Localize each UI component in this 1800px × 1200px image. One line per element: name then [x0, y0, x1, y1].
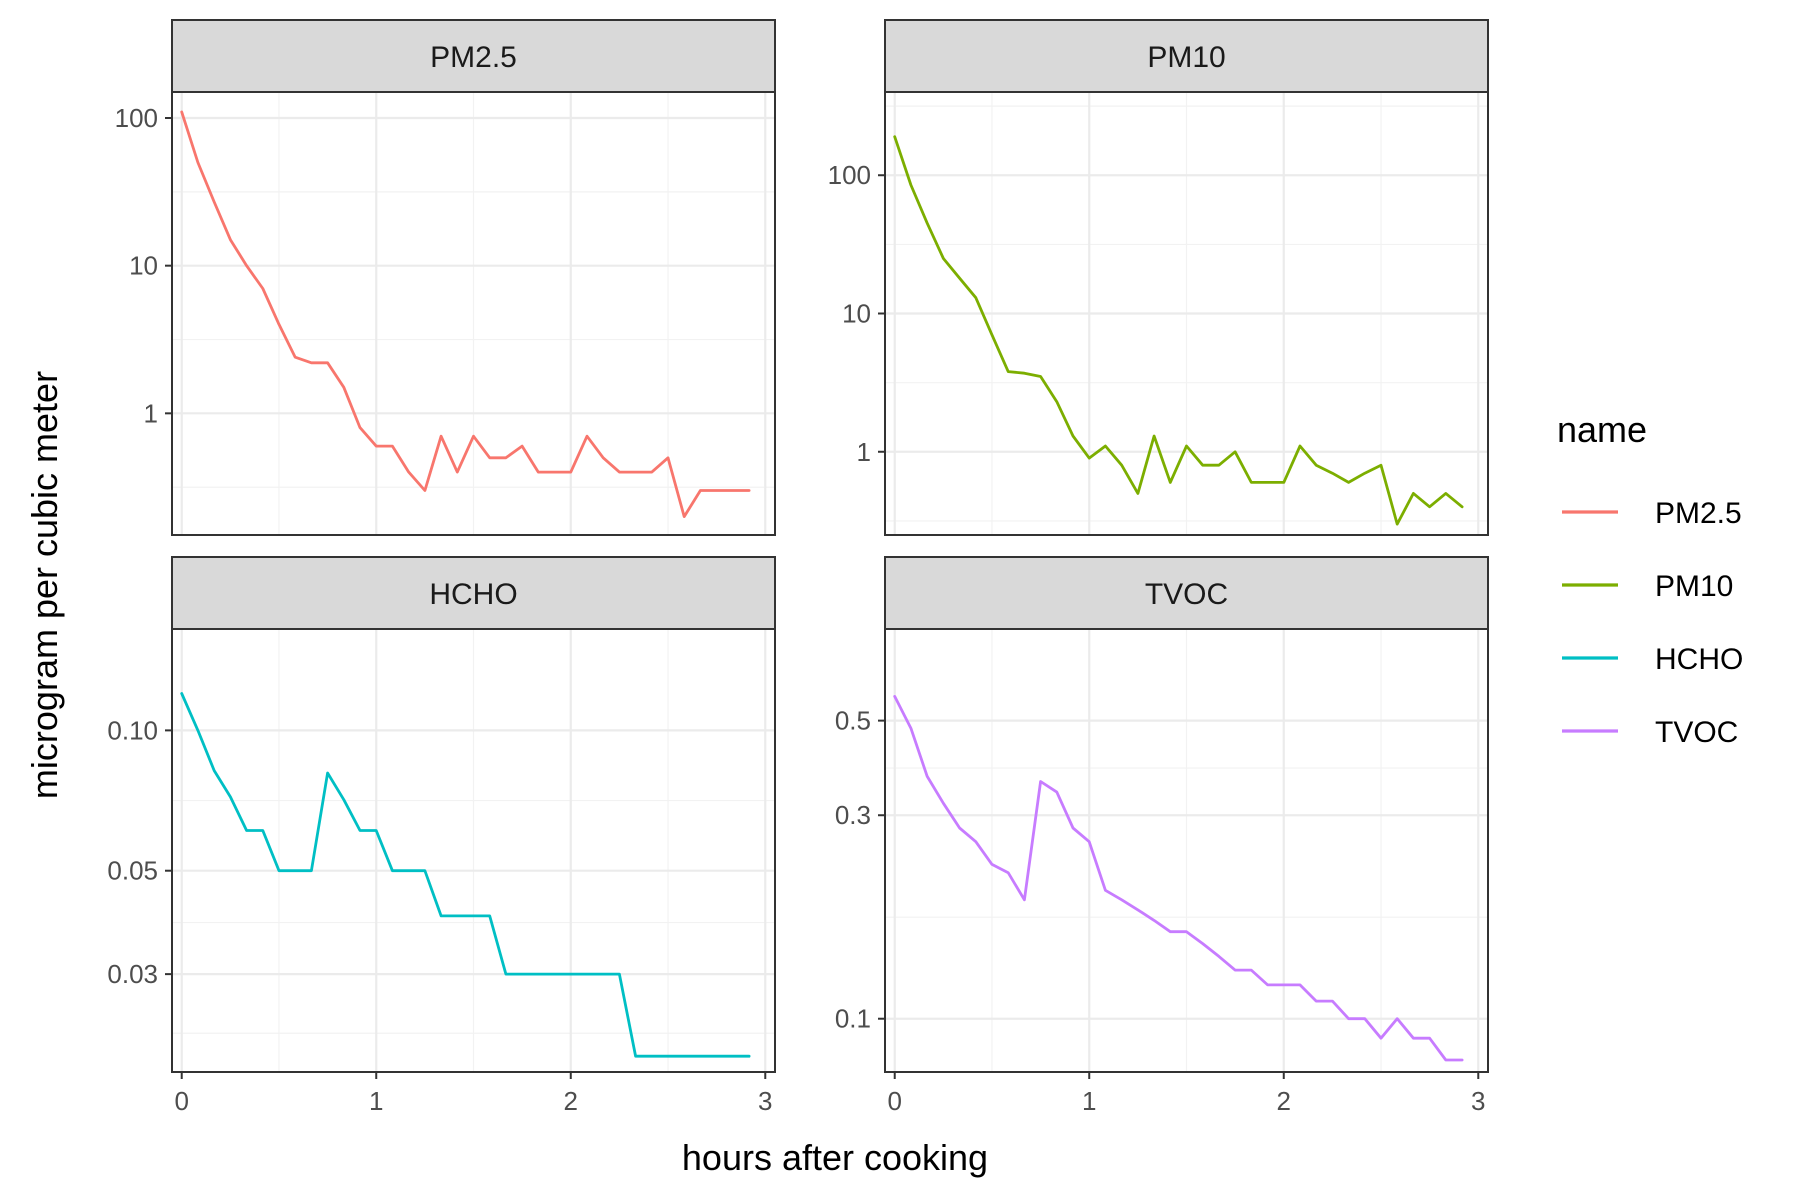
- y-axis-title: microgram per cubic meter: [24, 371, 65, 799]
- legend-label-tvoc: TVOC: [1655, 716, 1738, 749]
- x-tick-label: 1: [1082, 1086, 1096, 1116]
- series-line-hcho: [180, 692, 751, 1058]
- x-tick-label: 0: [174, 1086, 188, 1116]
- y-tick-label: 10: [842, 299, 871, 329]
- y-tick-label: 100: [828, 160, 871, 190]
- x-tick-label: 2: [564, 1086, 578, 1116]
- y-tick-label: 1: [857, 437, 871, 467]
- legend-label-pm10: PM10: [1655, 570, 1733, 603]
- series-line-pm25: [180, 110, 751, 518]
- legend-item-pm25: PM2.5: [1562, 497, 1742, 530]
- y-tick-label: 100: [115, 103, 158, 133]
- y-tick-label: 0.5: [835, 706, 871, 736]
- panel-pm10: PM10 1 10 100: [828, 19, 1489, 536]
- legend-label-hcho: HCHO: [1655, 643, 1743, 676]
- y-tick-label: 1: [144, 398, 158, 428]
- strip-pm25: [171, 19, 776, 93]
- series-line-tvoc: [893, 695, 1464, 1062]
- strip-tvoc: [884, 556, 1489, 630]
- x-tick-label: 0: [887, 1086, 901, 1116]
- x-tick-label: 3: [758, 1086, 772, 1116]
- panel-tvoc: TVOC 0.1 0.3 0.5 0 1 2 3: [835, 556, 1489, 1116]
- y-tick-label: 0.05: [107, 856, 158, 886]
- y-tick-label: 0.3: [835, 800, 871, 830]
- series-line-pm10: [893, 135, 1464, 526]
- y-tick-label: 0.1: [835, 1004, 871, 1034]
- strip-label-pm10: PM10: [1147, 41, 1225, 74]
- x-axis-title: hours after cooking: [682, 1137, 988, 1178]
- panel-hcho: HCHO 0.03 0.05 0.10 0 1 2 3: [107, 556, 776, 1116]
- strip-label-hcho: HCHO: [429, 578, 517, 611]
- legend-item-pm10: PM10: [1562, 570, 1733, 603]
- x-tick-label: 2: [1277, 1086, 1291, 1116]
- x-tick-label: 1: [369, 1086, 383, 1116]
- strip-hcho: [171, 556, 776, 630]
- panel-pm25: PM2.5 1 10 100: [115, 19, 776, 536]
- strip-pm10: [884, 19, 1489, 93]
- legend: name PM2.5 PM10 HCHO TVOC: [1557, 409, 1743, 749]
- legend-item-hcho: HCHO: [1562, 643, 1743, 676]
- legend-title: name: [1557, 409, 1647, 450]
- y-tick-label: 10: [129, 251, 158, 281]
- y-tick-label: 0.10: [107, 715, 158, 745]
- x-tick-label: 3: [1471, 1086, 1485, 1116]
- legend-label-pm25: PM2.5: [1655, 497, 1742, 530]
- strip-label-tvoc: TVOC: [1145, 578, 1228, 611]
- legend-items: PM2.5 PM10 HCHO TVOC: [1562, 497, 1743, 749]
- y-tick-label: 0.03: [107, 959, 158, 989]
- legend-item-tvoc: TVOC: [1562, 716, 1738, 749]
- strip-label-pm25: PM2.5: [430, 41, 517, 74]
